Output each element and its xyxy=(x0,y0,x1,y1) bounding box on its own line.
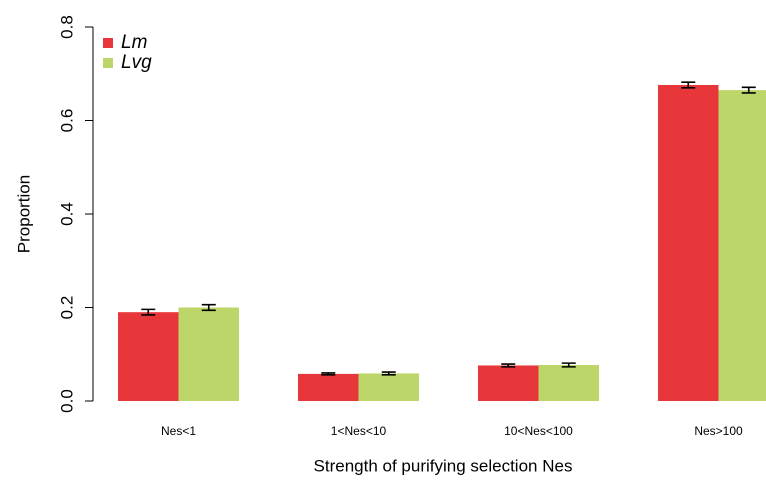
error-bar xyxy=(321,372,336,376)
x-tick-label: 1<Nes<10 xyxy=(331,424,387,438)
y-tick-label: 0.2 xyxy=(57,296,76,320)
error-bar xyxy=(381,371,396,376)
bar xyxy=(718,90,766,402)
legend-label: Lm xyxy=(121,32,147,53)
bar xyxy=(658,84,719,401)
x-tick-label: 10<Nes<100 xyxy=(504,424,573,438)
y-axis-label: Proportion xyxy=(14,175,33,253)
x-axis-label: Strength of purifying selection Nes xyxy=(314,456,573,475)
error-bar xyxy=(141,308,156,316)
x-tick-label: Nes>100 xyxy=(694,424,743,438)
y-tick-label: 0.4 xyxy=(57,202,76,226)
bar xyxy=(178,307,239,401)
bar xyxy=(538,365,599,401)
bar xyxy=(478,365,539,401)
y-tick-label: 0.6 xyxy=(57,109,76,133)
bar xyxy=(118,312,179,401)
y-tick-label: 0.8 xyxy=(57,15,76,39)
bar xyxy=(298,373,359,401)
error-bar xyxy=(501,363,516,368)
legend-swatch xyxy=(103,58,113,68)
legend-swatch xyxy=(103,38,113,48)
y-tick-label: 0.0 xyxy=(57,389,76,413)
error-bar xyxy=(681,81,696,89)
error-bar xyxy=(741,86,756,94)
error-bar xyxy=(561,362,576,368)
bar xyxy=(358,373,419,401)
error-bar xyxy=(201,303,216,312)
legend-label: Lvg xyxy=(121,52,152,73)
x-tick-label: Nes<1 xyxy=(161,424,196,438)
